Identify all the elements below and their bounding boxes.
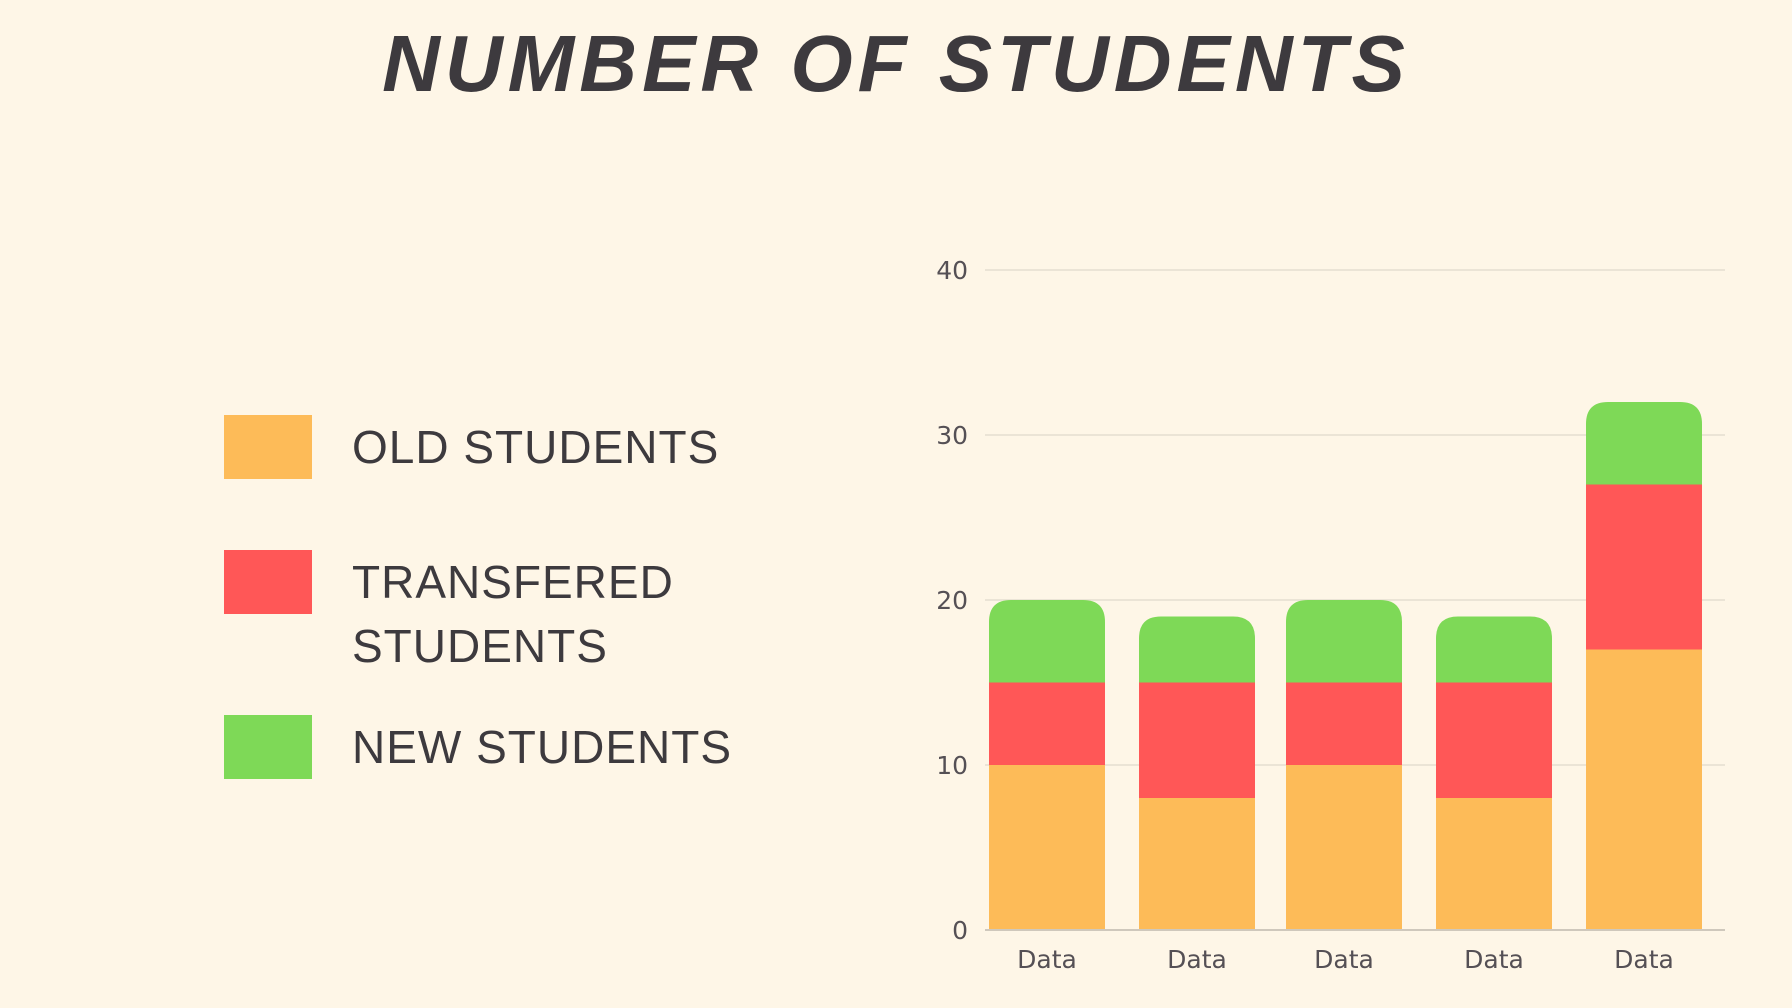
bar-4-new-students: [1436, 616, 1552, 683]
x-tick-label-4: Data: [1464, 945, 1524, 974]
legend-label-new-students: NEW STUDENTS: [352, 721, 732, 773]
bar-3-new-students: [1286, 600, 1402, 683]
bar-4-old-students: [1436, 798, 1552, 930]
bar-2-old-students: [1139, 798, 1255, 930]
x-tick-label-1: Data: [1017, 945, 1077, 974]
bar-2-new-students: [1139, 616, 1255, 683]
y-tick-label-30: 30: [936, 421, 968, 450]
y-tick-label-40: 40: [936, 256, 968, 285]
chart-title: NUMBER OF STUDENTS: [382, 19, 1410, 108]
legend-swatch-new-students: [224, 715, 312, 779]
x-tick-label-2: Data: [1167, 945, 1227, 974]
bar-4-transfered-students: [1436, 682, 1552, 798]
bar-1-transfered-students: [989, 682, 1105, 765]
legend-label-old-students: OLD STUDENTS: [352, 421, 720, 473]
legend-swatch-old-students: [224, 415, 312, 479]
axes: 0 10 20 30 40 Data Data Data Data Data: [936, 256, 1725, 974]
bar-3-old-students: [1286, 765, 1402, 930]
bar-1-old-students: [989, 765, 1105, 930]
y-tick-label-20: 20: [936, 586, 968, 615]
x-tick-label-5: Data: [1614, 945, 1674, 974]
legend-swatch-transfered-students: [224, 550, 312, 614]
bar-5-transfered-students: [1586, 484, 1702, 650]
legend-item-new-students: NEW STUDENTS: [224, 715, 772, 779]
legend-item-old-students: OLD STUDENTS: [224, 415, 772, 479]
bar-1-new-students: [989, 600, 1105, 683]
y-tick-label-0: 0: [952, 916, 968, 945]
y-tick-label-10: 10: [936, 751, 968, 780]
x-tick-label-3: Data: [1314, 945, 1374, 974]
bar-5-new-students: [1586, 402, 1702, 485]
legend-item-transfered-students: TRANSFERED STUDENTS: [224, 550, 772, 678]
legend-label-transfered-students: TRANSFERED STUDENTS: [352, 556, 674, 672]
bar-2-transfered-students: [1139, 682, 1255, 798]
bar-5-old-students: [1586, 649, 1702, 930]
bars: [989, 402, 1702, 930]
bar-3-transfered-students: [1286, 682, 1402, 765]
